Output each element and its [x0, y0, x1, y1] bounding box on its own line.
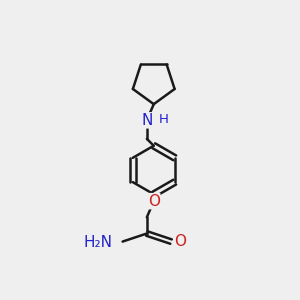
Text: H₂N: H₂N — [83, 235, 112, 250]
Text: N: N — [141, 113, 152, 128]
Text: O: O — [174, 234, 186, 249]
Text: O: O — [148, 194, 160, 209]
Text: H: H — [159, 113, 169, 126]
